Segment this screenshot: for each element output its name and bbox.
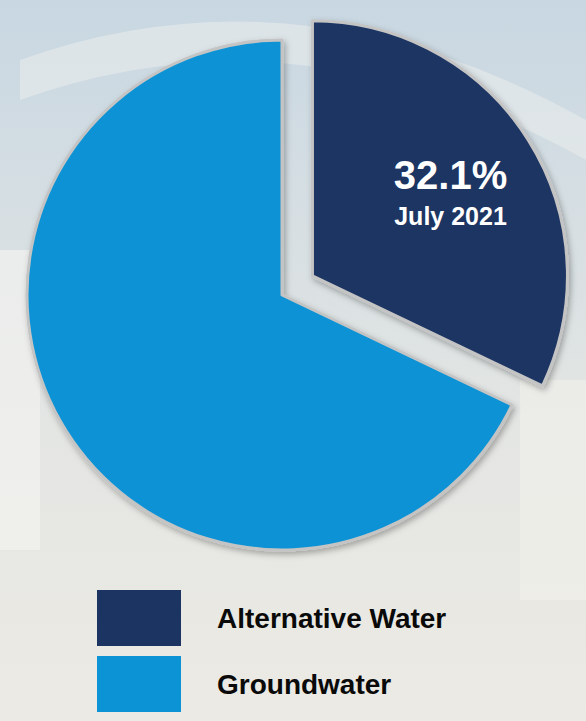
data-label: 32.1% [394,153,507,197]
legend-swatch [97,656,181,712]
bg-tank [520,380,586,600]
annotation: July 2021 [394,202,507,230]
pie [27,21,567,550]
legend-label: Groundwater [217,669,391,700]
legend-swatch [97,590,181,646]
legend-label: Alternative Water [217,603,446,634]
background [0,0,586,721]
pie-slice [27,40,512,550]
labels: 32.1% July 2021 [394,153,507,230]
chart: 32.1% July 2021 Alternative Water Groundwat… [0,0,586,721]
legend: Alternative Water Groundwater [97,590,446,712]
